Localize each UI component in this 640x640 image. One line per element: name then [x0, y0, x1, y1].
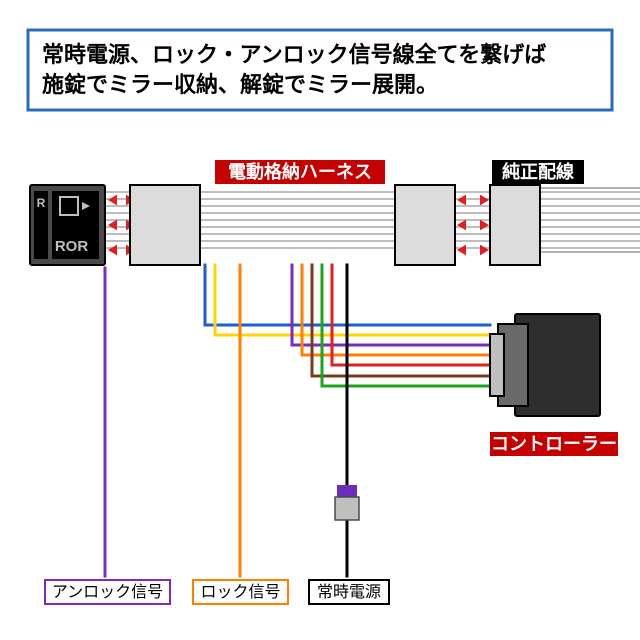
factory-label: 純正配線 — [502, 161, 574, 182]
constant-label: 常時電源 — [317, 583, 381, 601]
harness-connector-left — [130, 185, 200, 265]
factory-connector — [490, 185, 540, 265]
svg-text:R: R — [37, 196, 46, 210]
switch-label: ROR — [55, 238, 89, 255]
harness-connector-right — [395, 185, 455, 265]
controller-label: コントローラー — [491, 434, 617, 454]
title-line1: 常時電源、ロック・アンロック信号線全てを繋げば — [42, 42, 546, 67]
harness-label: 電動格納ハーネス — [228, 161, 372, 182]
junction-block — [335, 497, 359, 520]
unlock-label: アンロック信号 — [52, 583, 163, 601]
lock-label: ロック信号 — [200, 583, 280, 601]
title-line2: 施錠でミラー収納、解錠でミラー展開。 — [42, 72, 438, 97]
